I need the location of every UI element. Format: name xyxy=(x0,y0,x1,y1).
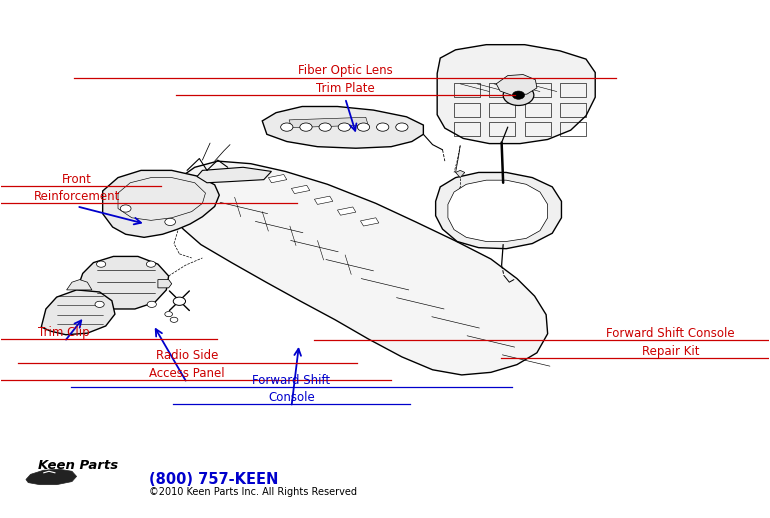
Bar xyxy=(524,83,551,97)
Bar xyxy=(454,122,480,136)
Text: (800) 757-KEEN: (800) 757-KEEN xyxy=(149,472,278,487)
Text: Fiber Optic Lens: Fiber Optic Lens xyxy=(298,64,393,78)
Text: Radio Side: Radio Side xyxy=(156,349,218,363)
Circle shape xyxy=(120,205,131,212)
Circle shape xyxy=(165,311,172,316)
Circle shape xyxy=(95,301,104,307)
Circle shape xyxy=(319,123,331,131)
Bar xyxy=(490,122,515,136)
Polygon shape xyxy=(269,175,286,183)
Circle shape xyxy=(300,123,312,131)
Bar xyxy=(490,83,515,97)
Polygon shape xyxy=(437,45,595,143)
Polygon shape xyxy=(263,107,424,148)
Polygon shape xyxy=(496,75,537,95)
Text: Trim Plate: Trim Plate xyxy=(316,82,374,95)
Text: ©2010 Keen Parts Inc. All Rights Reserved: ©2010 Keen Parts Inc. All Rights Reserve… xyxy=(149,487,357,497)
Circle shape xyxy=(147,301,156,307)
Circle shape xyxy=(512,91,524,99)
Circle shape xyxy=(146,261,156,267)
Text: Forward Shift Console: Forward Shift Console xyxy=(606,327,735,340)
Polygon shape xyxy=(66,280,92,290)
Bar xyxy=(490,103,515,117)
Text: Access Panel: Access Panel xyxy=(149,367,225,380)
Polygon shape xyxy=(197,167,272,183)
Bar xyxy=(560,122,586,136)
Circle shape xyxy=(173,297,186,306)
Polygon shape xyxy=(102,170,219,237)
Polygon shape xyxy=(76,256,169,309)
Circle shape xyxy=(503,85,534,106)
Polygon shape xyxy=(456,170,465,178)
Text: Forward Shift: Forward Shift xyxy=(253,373,330,386)
Circle shape xyxy=(357,123,370,131)
Text: Repair Kit: Repair Kit xyxy=(641,344,699,358)
Polygon shape xyxy=(337,207,356,215)
Text: Reinforcement: Reinforcement xyxy=(33,190,120,203)
Circle shape xyxy=(165,218,176,225)
Polygon shape xyxy=(158,280,172,288)
Text: Trim Clip: Trim Clip xyxy=(38,326,90,339)
Polygon shape xyxy=(360,218,379,226)
Circle shape xyxy=(280,123,293,131)
Polygon shape xyxy=(436,172,561,249)
Bar xyxy=(454,83,480,97)
Bar xyxy=(454,103,480,117)
Circle shape xyxy=(96,261,105,267)
Polygon shape xyxy=(314,196,333,205)
Polygon shape xyxy=(448,180,547,241)
Circle shape xyxy=(396,123,408,131)
Circle shape xyxy=(377,123,389,131)
Text: Console: Console xyxy=(268,391,315,404)
Bar xyxy=(524,103,551,117)
Polygon shape xyxy=(26,469,76,485)
Circle shape xyxy=(170,317,178,322)
Polygon shape xyxy=(42,290,115,335)
Polygon shape xyxy=(289,117,368,127)
Circle shape xyxy=(338,123,350,131)
Text: Keen Parts: Keen Parts xyxy=(38,459,119,472)
Bar xyxy=(524,122,551,136)
Bar xyxy=(560,103,586,117)
Polygon shape xyxy=(291,185,310,194)
Text: Front: Front xyxy=(62,172,92,185)
Polygon shape xyxy=(169,161,547,375)
Bar xyxy=(560,83,586,97)
